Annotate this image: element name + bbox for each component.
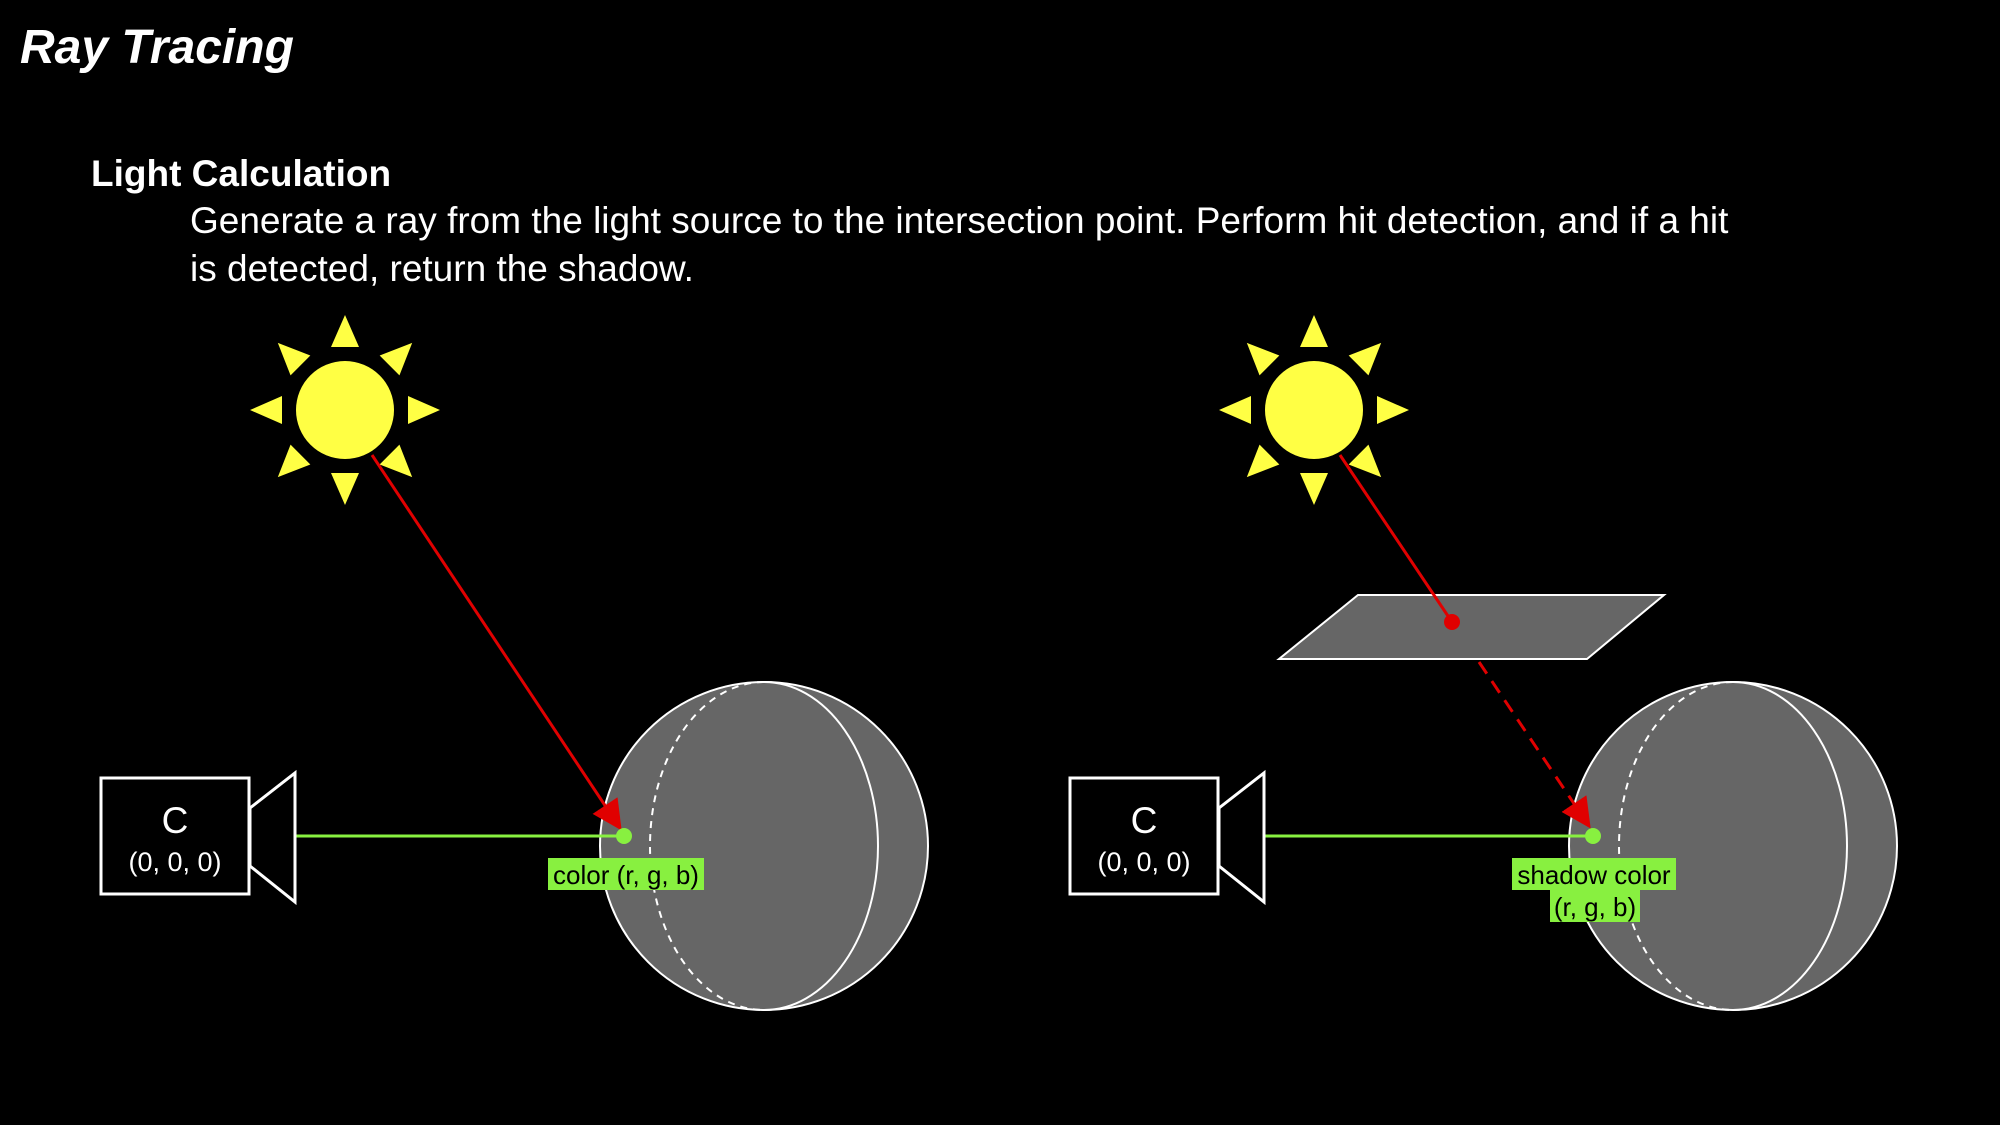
right-camera-coords: (0, 0, 0): [1097, 847, 1190, 877]
right-hit-label-bg-2: [1550, 890, 1640, 922]
left-sphere: [599, 681, 929, 1011]
right-hit-point: [1585, 828, 1601, 844]
left-camera-icon: C (0, 0, 0): [99, 769, 297, 906]
section-heading: Light Calculation: [91, 153, 392, 194]
right-light-ray: [1338, 454, 1454, 623]
left-camera-coords: (0, 0, 0): [128, 847, 221, 877]
right-sphere: [1568, 681, 1898, 1011]
left-light-ray: [370, 454, 622, 831]
right-hit-label-line2: (r, g, b): [1554, 892, 1636, 922]
section-body: Generate a ray from the light source to …: [190, 200, 1729, 289]
right-camera-letter: C: [1131, 800, 1158, 841]
right-sun-icon: [1219, 315, 1409, 505]
blocked-light-ray: [1477, 661, 1591, 829]
left-scene: color (r, g, b) C (0, 0, 0): [99, 315, 929, 1011]
left-sun-icon: [250, 315, 440, 505]
left-hit-point: [616, 828, 632, 844]
left-hit-label: color (r, g, b): [553, 860, 699, 890]
occluder-hit-point: [1444, 614, 1460, 630]
occluder-plane-shape: [1276, 594, 1667, 660]
right-scene: shadow color (r, g, b) C (0, 0, 0): [1068, 315, 1898, 1011]
left-hit-label-bg: [548, 858, 704, 890]
slide-title: Ray Tracing: [20, 21, 294, 74]
right-hit-label-bg-1: [1512, 858, 1676, 890]
right-hit-label-line1: shadow color: [1517, 860, 1671, 890]
left-camera-letter: C: [162, 800, 189, 841]
right-camera-icon: C (0, 0, 0): [1068, 769, 1266, 906]
